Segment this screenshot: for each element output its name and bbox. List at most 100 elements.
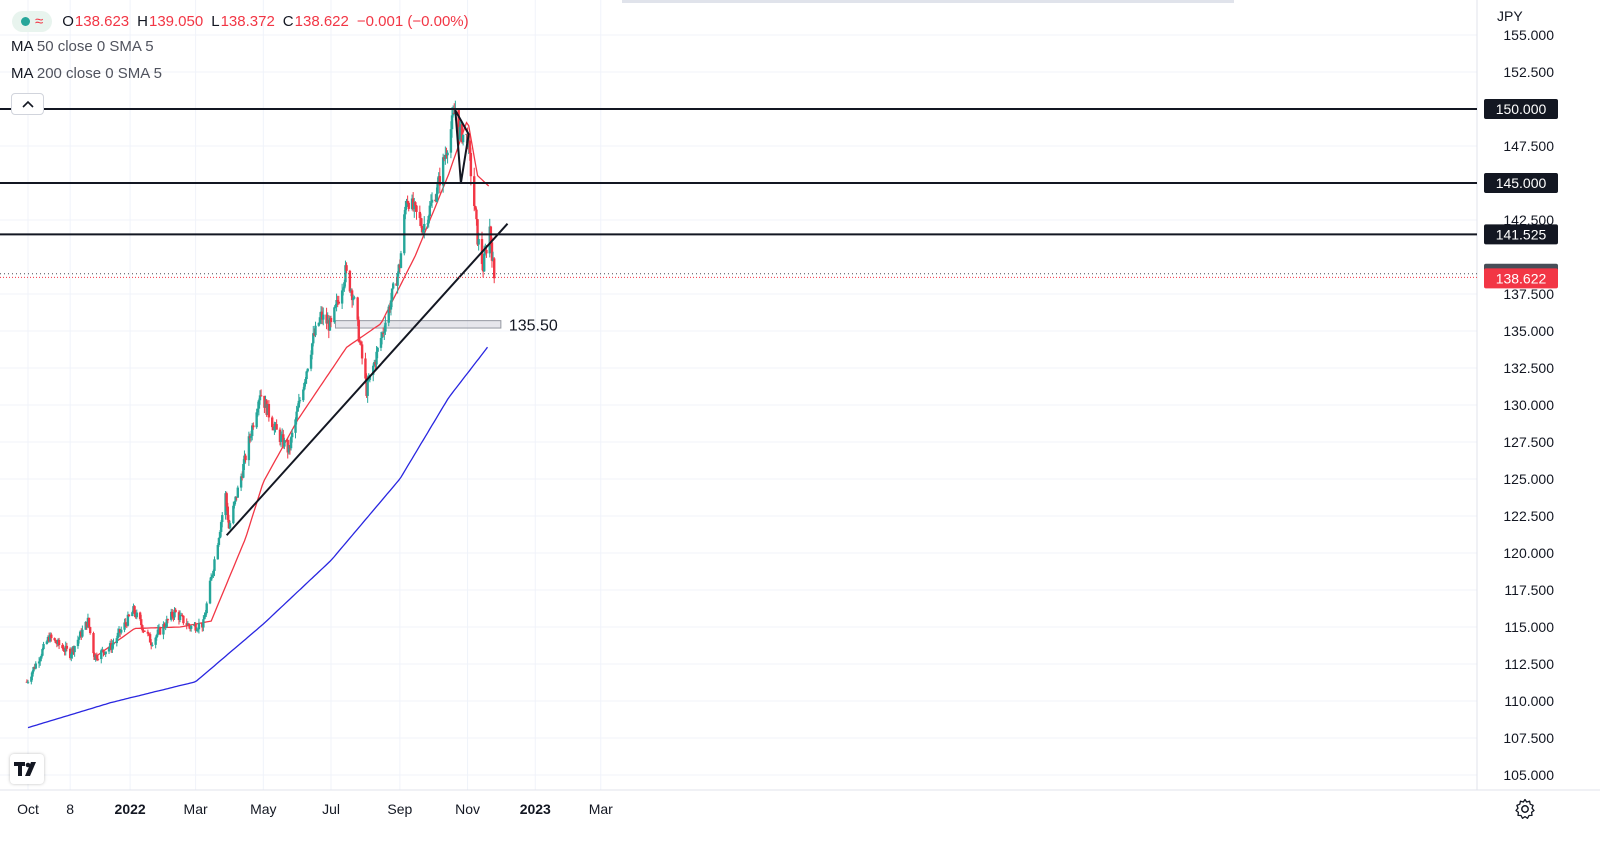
candle-body xyxy=(115,638,118,644)
high-value: 139.050 xyxy=(148,12,204,30)
candle xyxy=(329,315,333,328)
candle xyxy=(228,520,232,530)
candle-body xyxy=(469,153,473,177)
candle-body xyxy=(283,440,286,447)
candle-body xyxy=(397,264,400,274)
candle xyxy=(352,294,355,306)
candle-body xyxy=(357,319,360,342)
candle-body xyxy=(213,559,216,571)
candle xyxy=(252,422,255,430)
level-price-tag xyxy=(1484,173,1558,193)
candle-body xyxy=(429,202,433,206)
candle-body xyxy=(396,273,399,286)
candle-body xyxy=(367,379,370,381)
candle xyxy=(126,611,130,627)
candle-body xyxy=(173,609,176,618)
candle-body xyxy=(445,154,448,156)
candle xyxy=(390,288,394,308)
candle xyxy=(430,192,434,209)
candle-body xyxy=(312,333,315,344)
candle-body xyxy=(336,300,339,302)
candle xyxy=(217,537,221,547)
candle xyxy=(151,642,154,647)
candle-body xyxy=(255,412,258,428)
candle-body xyxy=(162,624,165,635)
candle-body xyxy=(208,580,212,604)
candle-body xyxy=(158,627,162,635)
candle-body xyxy=(449,129,453,153)
candle-body xyxy=(413,202,416,210)
candle xyxy=(450,107,454,138)
candle-body xyxy=(399,253,403,268)
ma200-name: MA xyxy=(11,65,33,82)
candle-body xyxy=(88,627,92,634)
candle-body xyxy=(70,654,73,659)
ma50-params: 50 close 0 SMA 5 xyxy=(36,38,154,55)
candle xyxy=(219,520,223,537)
candle-body xyxy=(225,493,228,507)
candle-body xyxy=(73,646,76,653)
y-tick-label: 120.000 xyxy=(1503,545,1554,561)
candle xyxy=(156,625,160,637)
candle-body xyxy=(126,614,130,626)
candle xyxy=(65,642,69,652)
gear-icon[interactable] xyxy=(1513,797,1537,821)
candle xyxy=(477,232,480,251)
candle-body xyxy=(426,223,429,225)
candle xyxy=(41,647,44,657)
candle xyxy=(267,400,271,422)
candle-body xyxy=(31,671,34,677)
status-indicator[interactable]: ≈ xyxy=(12,10,53,32)
candle-body xyxy=(290,432,294,438)
last-price-tag xyxy=(1484,268,1558,289)
candle-body xyxy=(165,619,168,627)
candle-body xyxy=(244,455,247,461)
candle-body xyxy=(333,307,336,323)
candle-body xyxy=(450,115,454,130)
candle-body xyxy=(143,630,146,632)
candle xyxy=(348,269,352,293)
candle-body xyxy=(61,645,64,649)
candle-body xyxy=(384,322,387,332)
tradingview-logo-icon[interactable] xyxy=(10,754,44,784)
candle-body xyxy=(239,476,243,488)
currency-label[interactable]: JPY xyxy=(1497,8,1523,24)
candle xyxy=(384,316,387,335)
candle-body xyxy=(376,347,379,352)
ma200-legend[interactable]: MA 200 close 0 SMA 5 xyxy=(11,65,162,82)
candle-body xyxy=(171,611,174,617)
y-tick-label: 107.500 xyxy=(1503,730,1554,746)
candle xyxy=(312,325,315,347)
candle-body xyxy=(50,634,53,639)
y-tick-label: 127.500 xyxy=(1503,434,1554,450)
candle-body xyxy=(195,630,198,632)
candle-body xyxy=(212,570,215,576)
candle-body xyxy=(340,290,344,304)
candle-body xyxy=(458,126,461,140)
change-value: −0.001 (−0.00%) xyxy=(356,12,469,30)
y-tick-label: 152.500 xyxy=(1503,64,1554,80)
candle-body xyxy=(383,331,386,333)
ma50-legend[interactable]: MA 50 close 0 SMA 5 xyxy=(11,38,154,55)
y-tick-label: 142.500 xyxy=(1503,212,1554,228)
support-zone-layer xyxy=(334,320,502,329)
candle-body xyxy=(382,332,385,334)
last-price-label: 138.622 xyxy=(1496,270,1547,286)
collapse-legend-button[interactable] xyxy=(11,93,44,115)
candle-body xyxy=(205,603,208,614)
candle-body xyxy=(343,282,346,289)
candle-body xyxy=(150,642,153,646)
candle xyxy=(236,485,239,498)
candle-body xyxy=(297,400,301,408)
candle xyxy=(273,421,276,435)
candle-body xyxy=(257,400,261,409)
candle-body xyxy=(87,617,91,628)
candle-body xyxy=(252,425,255,428)
candle xyxy=(88,626,92,635)
candle xyxy=(57,637,61,650)
candle xyxy=(446,150,449,164)
candle xyxy=(325,307,328,330)
candle-body xyxy=(427,215,430,224)
candle-body xyxy=(430,199,434,203)
